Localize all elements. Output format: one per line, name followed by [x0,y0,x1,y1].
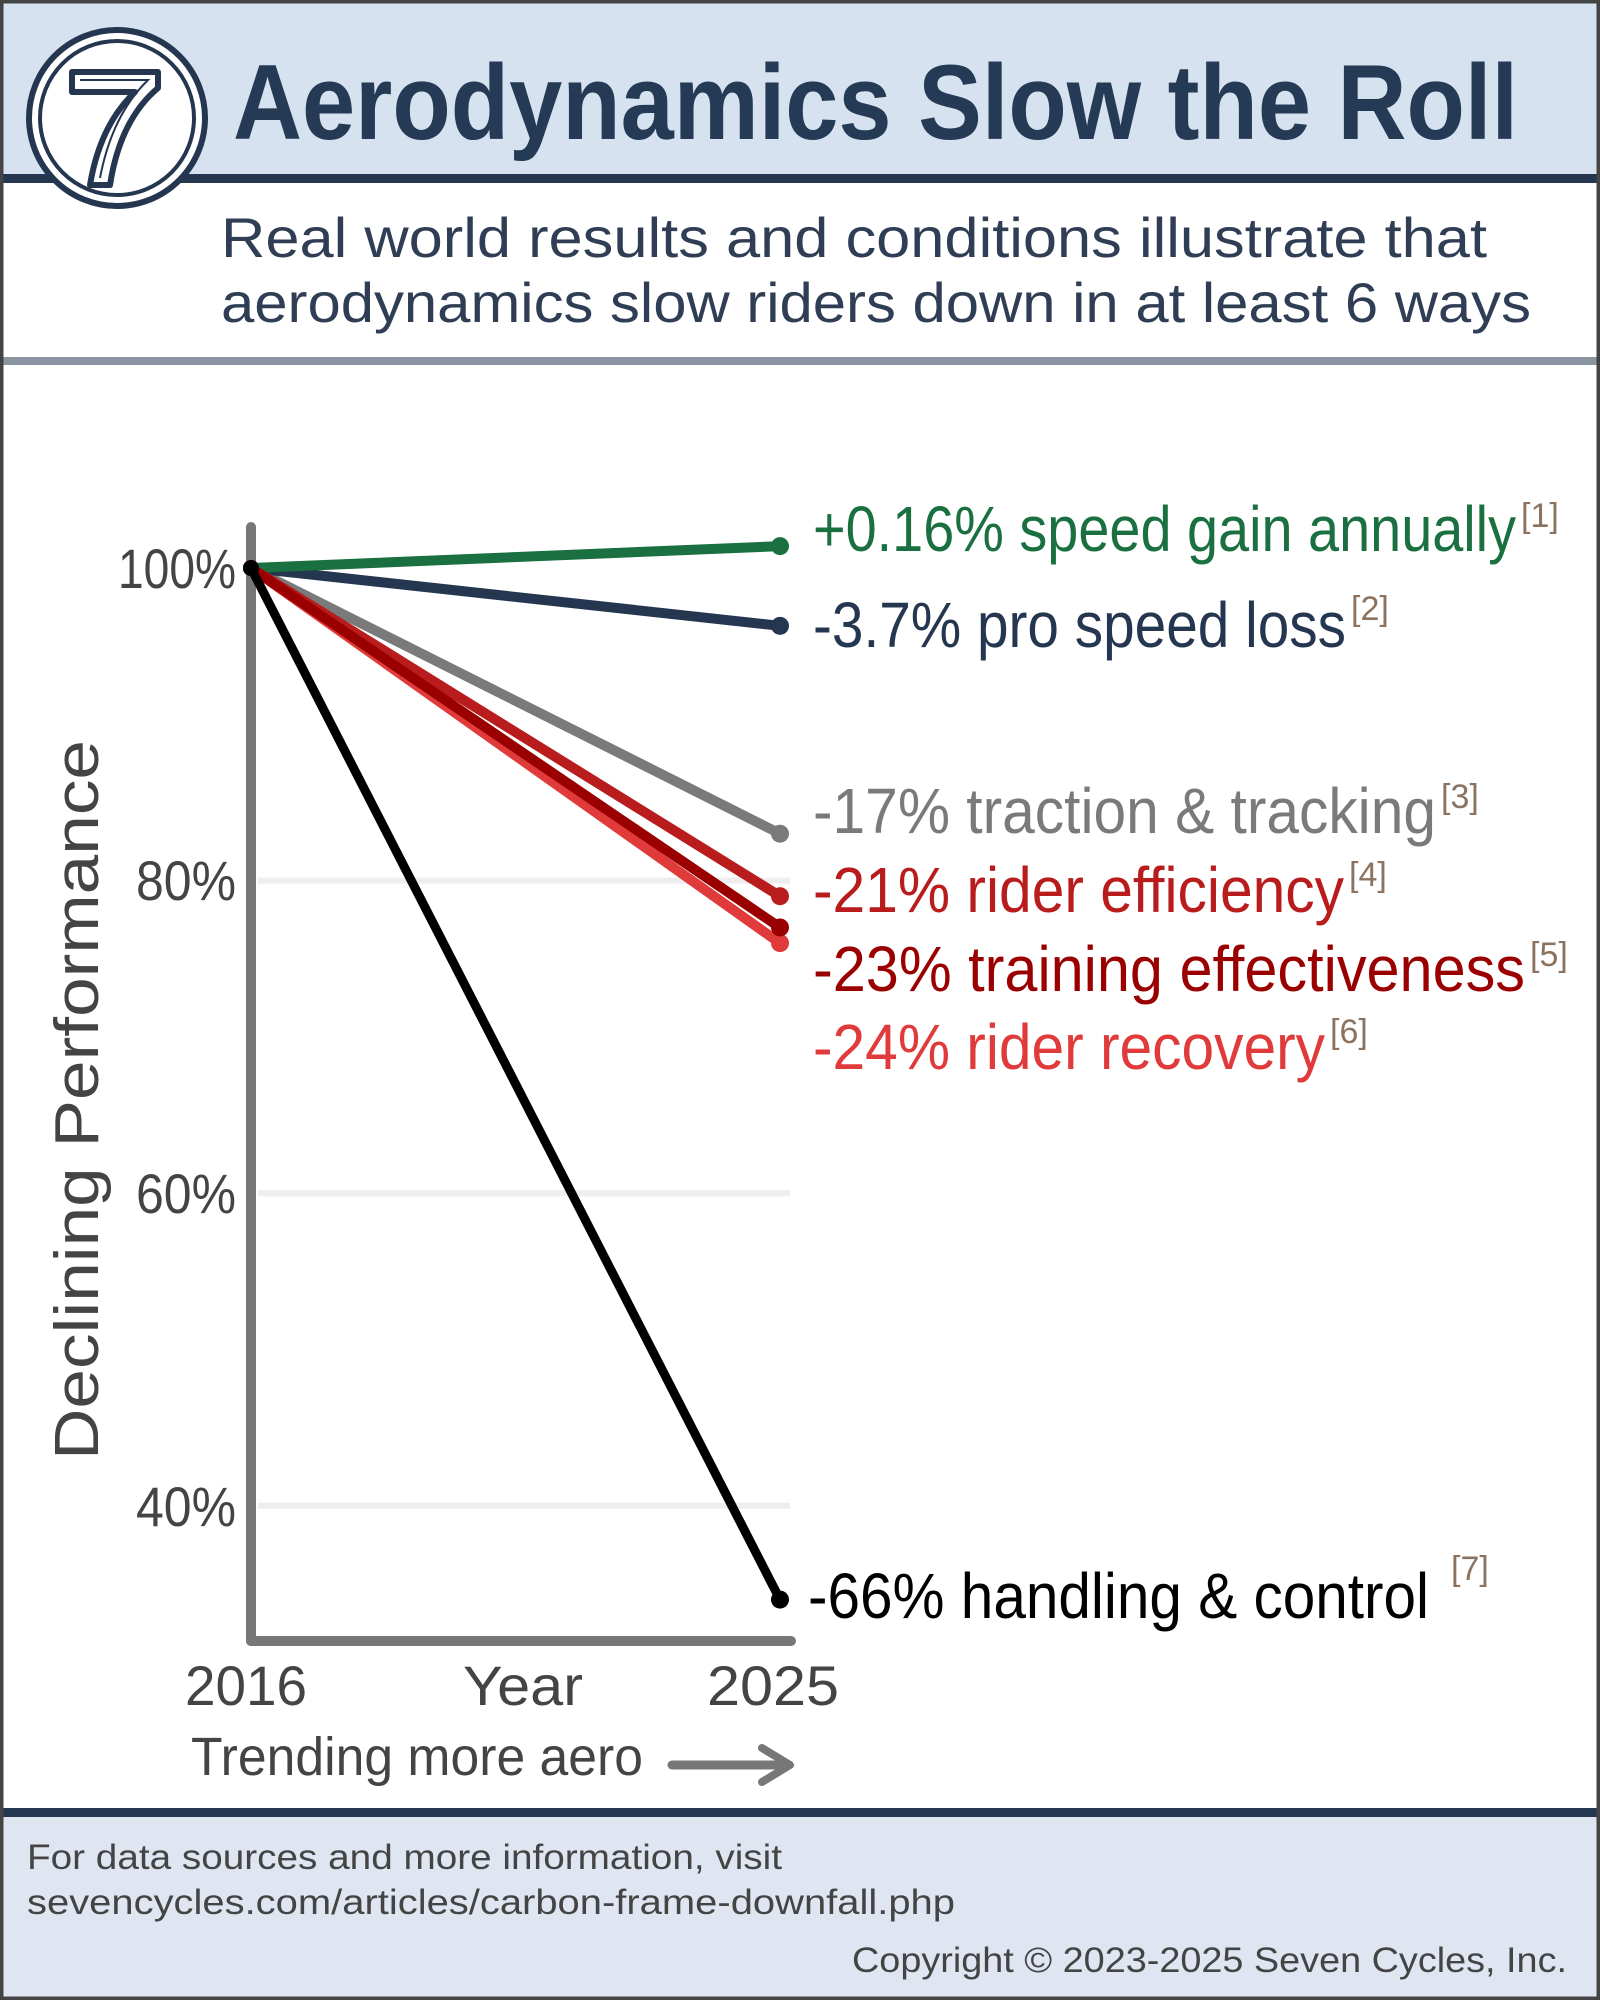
data-point [771,616,789,635]
series-label: -66% handling & control [808,1560,1429,1632]
series-line [246,563,785,933]
series-label-line: -23% training effectiveness [5] [813,933,1568,1005]
right-arrow-icon [667,1744,794,1786]
subtitle-line-1: Real world results and conditions illust… [221,206,1487,269]
footer-divider [0,1808,1600,1817]
data-point [771,1590,789,1609]
x-axis-title: Year [463,1654,583,1717]
page-title: Aerodynamics Slow the Roll [233,42,1518,162]
series-label: -17% traction & tracking [813,775,1436,847]
series-label-line: -3.7% pro speed loss [2] [813,589,1389,661]
series-label: -3.7% pro speed loss [813,589,1346,661]
series-lines [243,537,789,1609]
y-tick-label: 80% [136,849,236,912]
subtitle-divider [0,357,1600,365]
x-tick-label-2025: 2025 [707,1654,839,1717]
series-label-line: -24% rider recovery [6] [813,1011,1368,1083]
subtitle-line-2: aerodynamics slow riders down in at leas… [221,271,1531,334]
data-point [771,918,789,937]
trend-note: Trending more aero [191,1727,643,1787]
reference-marker[interactable]: [1] [1521,497,1559,535]
series-label: -24% rider recovery [813,1011,1325,1083]
reference-marker[interactable]: [2] [1351,590,1389,628]
copyright: Copyright © 2023-2025 Seven Cycles, Inc. [852,1941,1567,1980]
y-tick-label: 100% [118,537,236,600]
seven-logo-icon [26,27,208,209]
x-tick-label-2016: 2016 [185,1654,307,1717]
footer-link[interactable]: sevencycles.com/articles/carbon-frame-do… [27,1883,955,1922]
series-line [246,563,785,631]
reference-marker[interactable]: [5] [1530,936,1568,974]
series-label: -21% rider efficiency [813,854,1344,926]
series-labels: +0.16% speed gain annually [1] -3.7% pro s… [808,493,1568,1632]
data-point [771,887,789,906]
data-point [243,560,259,576]
header-divider [0,174,1600,183]
y-tick-label: 40% [136,1475,236,1538]
series-label-line: -17% traction & tracking [3] [813,775,1479,847]
gridlines [258,877,790,1509]
reference-marker[interactable]: [7] [1451,1550,1489,1588]
series-label: +0.16% speed gain annually [813,493,1516,565]
series-label: -23% training effectiveness [813,933,1525,1005]
data-point [771,824,789,843]
reference-marker[interactable]: [4] [1349,856,1387,894]
series-label-line: +0.16% speed gain annually [1] [813,493,1559,565]
header-band [0,0,1600,174]
series-line [246,541,785,573]
series-label-line: -21% rider efficiency [4] [813,854,1387,926]
reference-marker[interactable]: [3] [1441,778,1479,816]
series-line [246,563,785,839]
series-line [246,563,785,1605]
y-tick-label: 60% [136,1162,236,1225]
series-label-line: -66% handling & control [7] [808,1550,1489,1632]
y-axis-title: Declining Performance [43,740,112,1460]
data-point [771,934,789,953]
series-7 [243,560,789,1609]
reference-marker[interactable]: [6] [1330,1013,1368,1051]
data-point [771,537,789,556]
footer-band [0,1817,1600,2000]
footer-sources-text: For data sources and more information, v… [27,1838,782,1877]
y-tick-labels: 100% 80% 60% 40% [118,537,236,1538]
